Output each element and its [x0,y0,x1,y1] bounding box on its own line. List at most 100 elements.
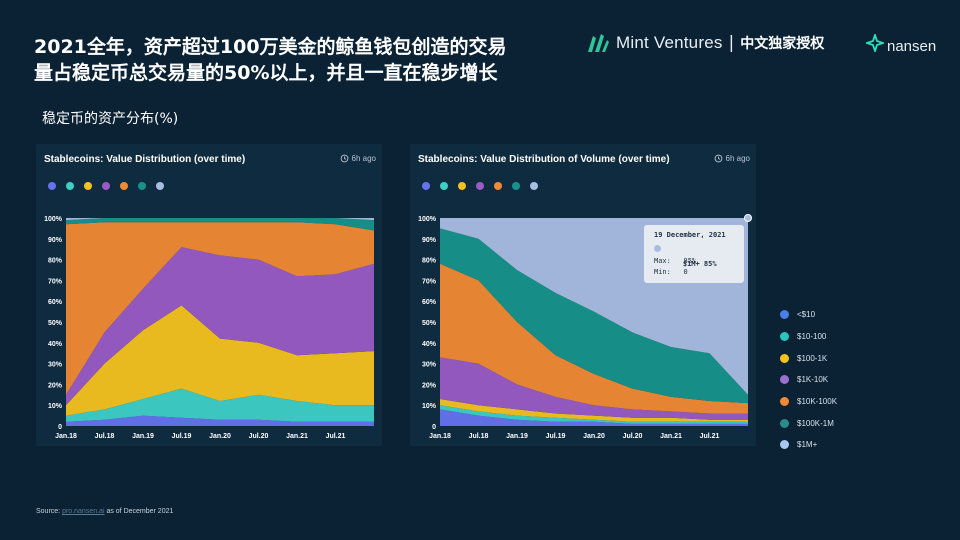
legend-item[interactable]: $100K-1M [780,412,837,434]
y-tick-label: 20% [48,382,63,389]
area-series-lt10[interactable] [440,409,748,426]
x-tick-label: Jul.19 [172,433,192,440]
x-tick-label: Jan.20 [583,433,605,440]
legend-label: $1K-10K [797,375,829,385]
legend-swatch [780,397,789,407]
legend-item[interactable]: $10-100 [780,326,837,348]
x-tick-label: Jul.19 [546,433,566,440]
tooltip-series: $1M+ 85% [654,244,717,276]
area-series-1m_plus[interactable] [66,218,374,221]
hover-point-marker [744,214,752,222]
y-tick-label: 20% [422,382,437,389]
y-tick-label: 100% [418,216,437,223]
x-tick-label: Jan.20 [209,433,231,440]
series-dot-1m_plus[interactable] [156,182,164,190]
area-series-100k_1m[interactable] [440,228,748,404]
mint-leaf-icon [588,34,609,52]
y-tick-label: 60% [48,299,63,306]
area-series-100_1k[interactable] [440,399,748,422]
series-dot-10k_100k[interactable] [120,182,128,190]
x-tick-label: Jul.20 [623,433,643,440]
area-series-10_100[interactable] [440,405,748,424]
legend-label: $10-100 [797,332,827,342]
legend-item[interactable]: $10K-100K [780,391,837,413]
series-dot-100_1k[interactable] [458,182,466,190]
legend-label: <$10 [797,310,816,320]
x-tick-label: Jul.20 [249,433,269,440]
area-series-10_100[interactable] [66,388,374,422]
x-tick-label: Jan.21 [286,433,308,440]
y-tick-label: 90% [48,237,63,244]
series-dot-100k_1m[interactable] [138,182,146,190]
legend-item[interactable]: <$10 [780,304,837,326]
chart-panel-volume-distribution: Stablecoins: Value Distribution of Volum… [410,144,756,446]
legend-swatch [780,375,789,385]
series-dot-lt10[interactable] [48,182,56,190]
stacked-area-chart-value-distribution: 0 10% 20% 30% 40% 50% 60% 70% 80% 90% 100% Jan.18 Ju… [44,216,374,440]
slide-title-line-1: 2021全年，资产超过100万美金的鲸鱼钱包创造的交易 [34,36,507,58]
legend-item[interactable]: $100-1K [780,347,837,369]
area-series-10k_100k[interactable] [66,222,374,395]
area-series-1k_10k[interactable] [440,357,748,420]
series-dot-100k_1m[interactable] [512,182,520,190]
nansen-logo: nansen [866,30,936,55]
series-legend-dots [48,182,174,190]
series-dot-100_1k[interactable] [84,182,92,190]
y-tick-label: 50% [422,320,437,327]
area-series-10k_100k[interactable] [440,263,748,414]
x-tick-label: Jul.21 [326,433,346,440]
updated-indicator: 6h ago [714,154,750,163]
updated-label: 6h ago [351,154,376,163]
series-dot-1k_10k[interactable] [102,182,110,190]
tooltip-date: 19 December, 2021 [654,231,726,239]
area-series-100_1k[interactable] [66,305,374,416]
series-dot-lt10[interactable] [422,182,430,190]
area-series-lt10[interactable] [66,415,374,426]
legend-label: $100-1K [797,353,828,363]
legend-item[interactable]: $1K-10K [780,369,837,391]
y-tick-label: 60% [422,299,437,306]
legend-label: $10K-100K [797,397,838,407]
y-tick-label: 30% [48,362,63,369]
y-tick-label: 50% [48,320,63,327]
x-tick-label: Jan.18 [55,433,77,440]
y-tick-label: 0 [58,424,62,431]
area-series-1k_10k[interactable] [66,247,374,406]
area-series-100k_1m[interactable] [66,218,374,231]
source-note: Source: pro.nansen.ai as of December 202… [36,508,173,515]
x-tick-label: Jan.19 [132,433,154,440]
series-dot-10k_100k[interactable] [494,182,502,190]
series-dot-10_100[interactable] [440,182,448,190]
chart-legend: <$10 $10-100 $100-1K $1K-10K $10K-100K $100K-… [780,304,837,456]
y-tick-label: 30% [422,362,437,369]
nansen-star-icon [866,33,884,52]
y-tick-label: 10% [422,403,437,410]
series-dot-1k_10k[interactable] [476,182,484,190]
y-tick-label: 90% [422,237,437,244]
x-tick-label: Jan.19 [506,433,528,440]
x-tick-label: Jul.18 [95,433,115,440]
source-suffix: as of December 2021 [106,508,174,515]
chart-tooltip: 19 December, 2021 $1M+ 85% Max: 85% Min:… [644,225,744,283]
logo-separator: | [728,33,735,53]
y-tick-label: 0 [432,424,436,431]
slide-title: 2021全年，资产超过100万美金的鲸鱼钱包创造的交易 量占稳定币总交易量的50… [34,34,534,86]
legend-swatch [780,310,789,320]
series-dot-1m_plus[interactable] [530,182,538,190]
x-tick-label: Jul.18 [469,433,489,440]
series-dot-10_100[interactable] [66,182,74,190]
source-link[interactable]: pro.nansen.ai [62,508,105,515]
x-tick-label: Jul.21 [700,433,720,440]
legend-label: $100K-1M [797,418,834,428]
legend-label: $1M+ [797,440,818,450]
y-tick-label: 70% [48,278,63,285]
tooltip-series-label: $1M+ 85% [682,260,717,268]
mint-ventures-wordmark: Mint Ventures [616,33,723,52]
section-subtitle: 稳定币的资产分布(%) [42,111,179,127]
legend-item[interactable]: $1M+ [780,434,837,456]
tooltip-min: Min: 0 [654,268,688,276]
updated-indicator: 6h ago [340,154,376,163]
y-tick-label: 100% [44,216,63,223]
exclusive-license-label: 中文独家授权 [740,36,825,52]
refresh-clock-icon [340,154,348,163]
